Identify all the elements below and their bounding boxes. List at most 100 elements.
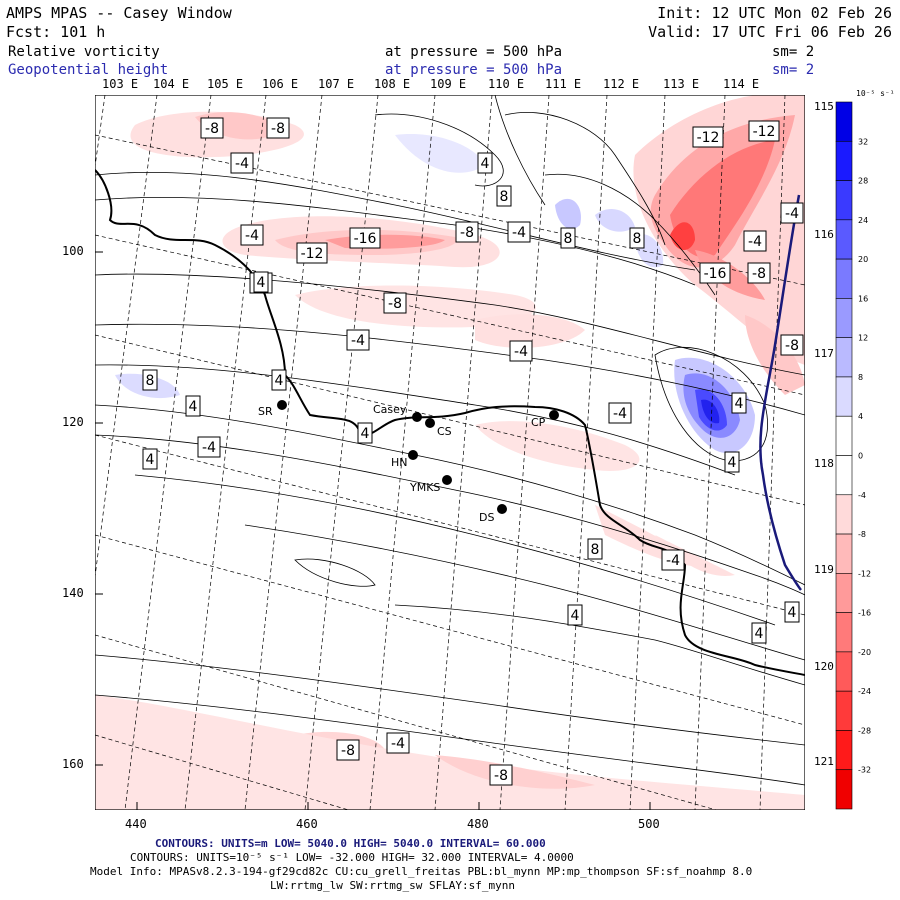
station-cp-label: CP — [531, 416, 546, 429]
vorticity-contours — [95, 95, 805, 786]
svg-text:-8: -8 — [494, 768, 508, 784]
station-casey-marker[interactable] — [412, 412, 422, 422]
contour-value-label: -4 — [386, 732, 410, 754]
station-ds-marker[interactable] — [497, 504, 507, 514]
contour-value-label: 4 — [567, 604, 583, 626]
svg-text:8: 8 — [564, 231, 573, 247]
contour-value-label: -4 — [743, 230, 767, 252]
x-tick-label: 480 — [467, 817, 489, 831]
x-tick-label: 440 — [125, 817, 147, 831]
contour-value-label: -4 — [197, 436, 221, 458]
lon-label-top: 103 E — [102, 77, 139, 91]
svg-text:-12: -12 — [753, 124, 776, 140]
colorbar-label: -28 — [858, 726, 871, 735]
footer-contours-height: CONTOURS: UNITS=m LOW= 5040.0 HIGH= 5040… — [155, 837, 546, 850]
contour-value-label: 8 — [560, 227, 576, 249]
colorbar-swatch — [835, 533, 853, 574]
colorbar-label: -12 — [858, 569, 871, 578]
lon-label-top: 113 E — [663, 77, 700, 91]
svg-text:-8: -8 — [271, 121, 285, 137]
svg-text:4: 4 — [481, 156, 490, 172]
lon-label-top: 106 E — [262, 77, 299, 91]
svg-text:-4: -4 — [613, 406, 627, 422]
colorbar-swatch — [835, 140, 853, 181]
contour-value-label: -4 — [780, 202, 804, 224]
contour-value-label: 8 — [587, 538, 603, 560]
colorbar-swatch — [835, 769, 853, 810]
x-tick-label: 460 — [296, 817, 318, 831]
svg-text:-4: -4 — [512, 225, 526, 241]
footer-model-info: Model Info: MPASv8.2.3-194-gf29cd82c CU:… — [90, 865, 753, 878]
contour-value-label: 4 — [142, 448, 158, 470]
contour-value-label: -4 — [346, 329, 370, 351]
field1-level: at pressure = 500 hPa — [385, 44, 563, 60]
contour-value-label: -16 — [699, 262, 731, 284]
contour-value-label: -8 — [747, 262, 771, 284]
contour-value-label: -16 — [349, 227, 381, 249]
svg-text:-4: -4 — [666, 553, 680, 569]
contour-value-label: 4 — [751, 622, 767, 644]
contour-value-label: -8 — [489, 764, 513, 786]
svg-text:-12: -12 — [697, 130, 720, 146]
colorbar-label: -4 — [858, 491, 866, 500]
contour-value-label: 4 — [271, 369, 287, 391]
contour-value-label: 4 — [731, 392, 747, 414]
colorbar: 32 28 24 20 16 12 8 4 0 -4 -8 -12 -16 -20 -24 -28 -32 — [835, 101, 871, 810]
colorbar-swatch — [835, 180, 853, 221]
colorbar-label: 32 — [858, 137, 868, 146]
y-tick-label: 160 — [62, 757, 84, 771]
contour-value-label: -8 — [455, 221, 479, 243]
colorbar-swatch — [835, 376, 853, 417]
y-tick-label: 100 — [62, 244, 84, 258]
svg-text:-16: -16 — [704, 266, 727, 282]
svg-text:4: 4 — [788, 605, 797, 621]
contour-value-label: 4 — [724, 451, 740, 473]
svg-text:-4: -4 — [235, 156, 249, 172]
svg-text:-4: -4 — [514, 344, 528, 360]
lon-label-top: 104 E — [153, 77, 190, 91]
coastline — [95, 169, 805, 676]
svg-text:4: 4 — [275, 373, 284, 389]
y-tick-label: 140 — [62, 586, 84, 600]
station-sr-label: SR — [258, 405, 273, 418]
lon-label-top: 112 E — [603, 77, 640, 91]
lon-label-top: 110 E — [488, 77, 525, 91]
svg-text:4: 4 — [735, 396, 744, 412]
colorbar-swatch — [835, 298, 853, 338]
station-hn-marker[interactable] — [408, 450, 418, 460]
svg-text:-8: -8 — [388, 296, 402, 312]
station-sr-marker[interactable] — [277, 400, 287, 410]
svg-text:-4: -4 — [245, 228, 259, 244]
geopotential-height-contour — [759, 194, 802, 591]
colorbar-label: 0 — [858, 452, 863, 461]
field1-name: Relative vorticity — [8, 44, 160, 60]
svg-text:8: 8 — [500, 189, 509, 205]
svg-text:4: 4 — [257, 275, 266, 291]
station-cs-label: CS — [437, 425, 452, 438]
contour-value-label: -4 — [661, 549, 685, 571]
station-cp-marker[interactable] — [549, 410, 559, 420]
svg-text:-4: -4 — [351, 333, 365, 349]
vorticity-map: SR Casey CS CP HN YMKS DS -8 -8 -4 -4 -12 -16… — [95, 95, 805, 810]
contour-value-label: 8 — [496, 185, 512, 207]
contour-value-label: -12 — [296, 242, 328, 264]
lon-label-top: 107 E — [318, 77, 355, 91]
contour-value-label: -8 — [383, 292, 407, 314]
contour-value-label: -12 — [748, 120, 780, 142]
colorbar-swatch — [835, 651, 853, 692]
station-ymks-marker[interactable] — [442, 475, 452, 485]
svg-text:-16: -16 — [354, 231, 377, 247]
svg-text:4: 4 — [571, 608, 580, 624]
footer-model-info-2: LW:rrtmg_lw SW:rrtmg_sw SFLAY:sf_mynn — [270, 879, 516, 892]
lon-label-top: 105 E — [207, 77, 244, 91]
field2-level: at pressure = 500 hPa — [385, 62, 563, 78]
contour-value-label: -8 — [200, 117, 224, 139]
station-hn-label: HN — [391, 456, 408, 469]
colorbar-label: -16 — [858, 609, 871, 618]
colorbar-label: -20 — [858, 648, 871, 657]
svg-text:-8: -8 — [341, 743, 355, 759]
colorbar-label: 16 — [858, 294, 868, 303]
colorbar-swatch — [835, 612, 853, 653]
colorbar-swatch — [835, 573, 853, 613]
station-cs-marker[interactable] — [425, 418, 435, 428]
